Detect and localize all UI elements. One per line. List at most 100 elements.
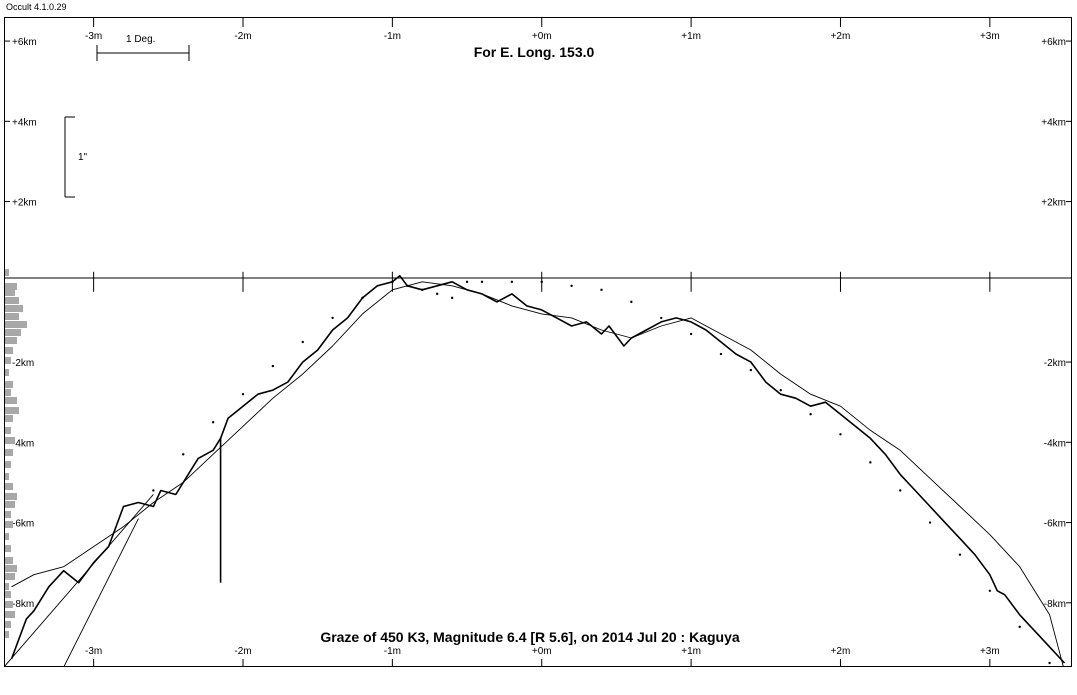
- chart-subtitle: Graze of 450 K3, Magnitude 6.4 [R 5.6], …: [320, 629, 740, 645]
- tangent-line: [63, 518, 139, 667]
- histogram-bar: [5, 483, 13, 490]
- app-title: Occult 4.1.0.29: [6, 2, 67, 12]
- histogram-bar: [5, 407, 19, 414]
- predicted-limb-dot: [361, 296, 364, 300]
- predicted-limb-dot: [480, 280, 484, 284]
- histogram-bar: [5, 415, 13, 422]
- predicted-limb-dot: [182, 453, 185, 456]
- y-tick-label-right: -6km: [1044, 519, 1066, 530]
- histogram-bar: [5, 511, 11, 518]
- histogram-bar: [5, 283, 17, 290]
- x-tick-label-bottom: +0m: [532, 646, 552, 657]
- plot-border: [4, 17, 1072, 667]
- predicted-limb-dot: [152, 489, 155, 492]
- x-tick-label-bottom: +2m: [831, 646, 851, 657]
- histogram-bar: [5, 545, 11, 552]
- y-tick-label-left: -4km: [12, 438, 34, 449]
- histogram-bar: [5, 573, 15, 580]
- predicted-limb-dot: [719, 352, 723, 356]
- x-tick-label-bottom: +1m: [681, 646, 701, 657]
- x-tick-label-bottom: -2m: [234, 646, 251, 657]
- predicted-limb-dot: [465, 280, 469, 284]
- predicted-limb-dot: [450, 296, 454, 300]
- histogram-bar: [5, 493, 17, 500]
- x-tick-label-top: -1m: [384, 31, 401, 42]
- histogram-bar: [5, 347, 13, 354]
- histogram-bar: [5, 305, 23, 312]
- y-tick-label-left: -2km: [12, 358, 34, 369]
- x-tick-label-bottom: -3m: [85, 646, 102, 657]
- histogram-bar: [5, 269, 9, 276]
- histogram-bar: [5, 583, 9, 590]
- x-tick-label-top: +2m: [831, 31, 851, 42]
- predicted-limb-dot: [749, 368, 753, 372]
- predicted-limb-dot: [869, 461, 872, 464]
- y-tick-label-left: -8km: [12, 599, 34, 610]
- predicted-limb-dot: [779, 388, 782, 392]
- histogram-bar: [5, 337, 17, 344]
- predicted-limb-dot: [570, 284, 573, 288]
- histogram-bar: [5, 449, 13, 456]
- predicted-limb-dot: [435, 292, 439, 296]
- y-tick-label-left: +6km: [12, 37, 37, 48]
- histogram-bar: [5, 631, 9, 638]
- y-tick-label-right: +6km: [1041, 37, 1066, 48]
- predicted-limb-dot: [899, 489, 902, 492]
- y-tick-label-right: +2km: [1041, 198, 1066, 209]
- predicted-limb-dot: [958, 553, 962, 556]
- x-tick-label-top: -2m: [234, 31, 251, 42]
- predicted-limb-dot: [211, 421, 215, 424]
- histogram-bar: [5, 297, 19, 304]
- x-ticks-bottom: -3m -2m -1m +0m +1m +2m +3m: [85, 646, 1000, 667]
- predicted-limb-dot: [809, 413, 812, 416]
- histogram-bar: [5, 437, 15, 444]
- arcsec-scale-bar: 1": [64, 116, 88, 198]
- tangent-line: [4, 494, 154, 667]
- limb-histogram: [5, 269, 27, 638]
- histogram-bar: [5, 557, 13, 564]
- histogram-bar: [5, 397, 17, 404]
- histogram-bar: [5, 369, 9, 376]
- histogram-bar: [5, 357, 11, 364]
- chart-title: For E. Long. 153.0: [474, 44, 595, 60]
- x-tick-label-top: -3m: [85, 31, 102, 42]
- limb-profile-line: [10, 274, 1066, 664]
- predicted-limb-dot: [391, 280, 394, 284]
- histogram-bar: [5, 313, 19, 320]
- predicted-limb-dot: [510, 280, 514, 284]
- histogram-bar: [5, 611, 15, 618]
- predicted-limb-dot: [839, 433, 842, 436]
- y-tick-label-right: -2km: [1044, 358, 1066, 369]
- x-tick-label-top: +3m: [980, 31, 1000, 42]
- histogram-bar: [5, 621, 11, 628]
- y-tick-label-left: +4km: [12, 117, 37, 128]
- predicted-limb-dot: [630, 300, 633, 304]
- y-tick-label-right: -4km: [1044, 438, 1066, 449]
- histogram-bar: [5, 521, 13, 528]
- y-tick-label-right: -8km: [1044, 599, 1066, 610]
- series-layer: [4, 274, 1066, 667]
- predicted-limb-dot: [331, 316, 334, 320]
- histogram-bar: [5, 427, 11, 434]
- degree-scale-label: 1 Deg.: [126, 34, 155, 45]
- y-tick-label-left: +2km: [12, 198, 37, 209]
- predicted-limb-dot: [1048, 661, 1051, 665]
- histogram-bar: [5, 461, 11, 468]
- predicted-limb-dot: [1018, 625, 1021, 629]
- predicted-limb-dot: [660, 316, 663, 320]
- x-tick-label-top: +0m: [532, 31, 552, 42]
- predicted-limb-dot: [301, 340, 304, 344]
- predicted-limb-dot: [406, 284, 409, 288]
- histogram-bar: [5, 601, 13, 608]
- y-tick-label-left: -6km: [12, 519, 34, 530]
- histogram-bar: [5, 501, 15, 508]
- degree-scale-bar: 1 Deg.: [96, 34, 190, 61]
- histogram-bar: [5, 473, 9, 480]
- histogram-bar: [5, 591, 11, 598]
- y-tick-label-right: +4km: [1041, 117, 1066, 128]
- arcsec-scale-label: 1": [78, 152, 88, 163]
- predicted-limb-dot: [421, 288, 424, 292]
- histogram-bar: [5, 381, 13, 388]
- y-labels-right: +6km +4km +2km -2km -4km -6km -8km: [1041, 37, 1072, 610]
- x-ticks-top: -3m -2m -1m +0m +1m +2m +3m: [85, 17, 1000, 292]
